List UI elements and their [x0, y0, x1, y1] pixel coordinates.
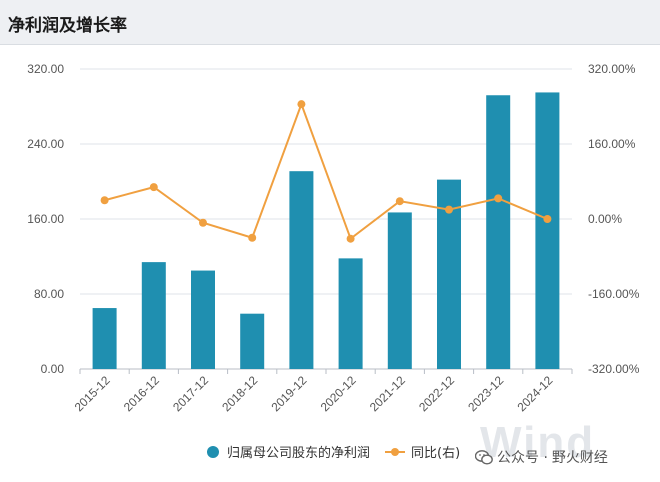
x-tick-label: 2021-12 [367, 373, 408, 414]
right-tick-label: 160.00% [588, 137, 636, 151]
line-point [445, 205, 453, 214]
wechat-attribution: 公众号 · 野火财经 [475, 447, 608, 467]
x-tick-label: 2017-12 [170, 373, 211, 414]
title-bar: 净利润及增长率 [0, 0, 660, 45]
x-tick-label: 2020-12 [318, 373, 359, 414]
wechat-icon [475, 449, 493, 465]
legend-bar-label: 归属母公司股东的净利润 [227, 445, 370, 461]
bar [141, 262, 166, 369]
x-tick-label: 2018-12 [219, 373, 260, 414]
line-point [149, 183, 158, 192]
right-tick-label: -320.00% [588, 362, 640, 376]
legend-line-dot [391, 448, 399, 456]
line-point [297, 100, 306, 109]
x-tick-label: 2023-12 [465, 373, 506, 414]
left-tick-label: 160.00 [27, 212, 64, 226]
bar [289, 171, 314, 369]
line-point [100, 196, 109, 205]
line-point [494, 194, 503, 203]
right-tick-label: 0.00% [588, 212, 622, 226]
bar [535, 92, 560, 369]
right-tick-label: 320.00% [588, 62, 636, 76]
line-point [199, 218, 207, 227]
wechat-prefix: 公众号 · [497, 450, 548, 466]
chart-title: 净利润及增长率 [8, 16, 127, 36]
bar [338, 258, 363, 369]
left-tick-label: 240.00 [27, 137, 64, 151]
line-point [395, 197, 404, 206]
bar [240, 313, 265, 369]
line-point [248, 233, 257, 242]
x-tick-label: 2016-12 [121, 373, 162, 414]
series-line [104, 101, 548, 241]
x-tick-label: 2022-12 [416, 373, 457, 414]
bar [92, 308, 117, 369]
right-tick-label: -160.00% [588, 287, 640, 301]
x-tick-label: 2015-12 [72, 373, 113, 414]
wechat-account: 野火财经 [551, 450, 608, 466]
legend-line-label: 同比(右) [411, 446, 460, 461]
bar [191, 270, 215, 369]
legend-bar-marker [207, 446, 219, 458]
wind-watermark: Wind [480, 418, 596, 467]
line-point [543, 215, 552, 223]
x-tick-label: 2024-12 [514, 373, 555, 414]
left-tick-label: 320.00 [27, 62, 64, 76]
bar [387, 212, 412, 369]
x-tick-label: 2019-12 [268, 373, 309, 414]
line-point [346, 234, 355, 243]
left-tick-label: 80.00 [34, 287, 64, 301]
left-tick-label: 0.00 [41, 362, 65, 376]
bar [486, 95, 511, 369]
